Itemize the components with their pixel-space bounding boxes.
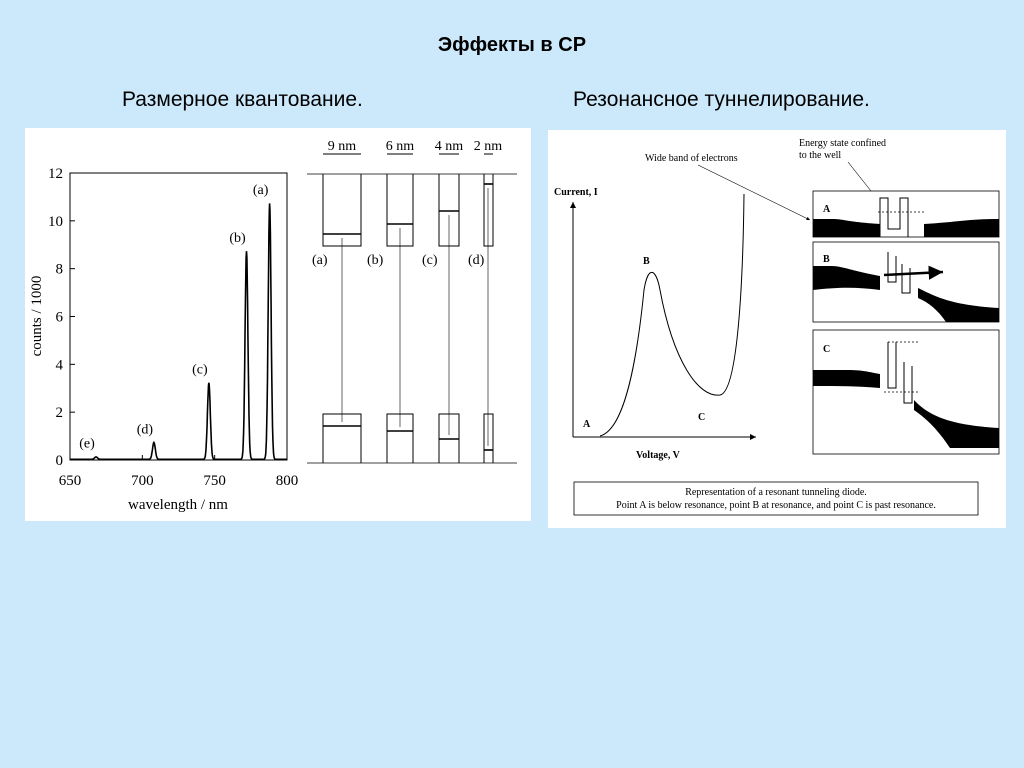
well-tag: (b) [367,253,384,268]
left-electron-sea [813,370,880,388]
right-electron-sea [918,288,999,322]
point-b-label: B [643,256,650,267]
caption-box [573,481,979,516]
x-tick-label: 700 [131,473,154,489]
y-tick-label: 4 [56,357,64,373]
right-subtitle: Резонансное туннелирование. [573,88,870,111]
well-width-label: 9 nm [328,139,357,154]
state-label: A [823,204,831,215]
quantization-figure: 650 700 750 800 0 2 4 6 8 10 12 (e) (d) (c) (b) (a) wa… [25,128,531,521]
well-tag: (c) [422,253,438,268]
tunneling-svg: Current, I Voltage, V A B C Wide band of… [554,138,1000,516]
well-c: 4 nm (c) [422,139,463,463]
tunneling-arrow [883,265,944,280]
peak-label: (e) [79,437,95,452]
conduction-well [322,174,362,247]
spectrum-line [70,203,287,461]
well-width-label: 6 nm [386,139,415,154]
y-tick-label: 0 [56,453,64,469]
barrier-1 [887,342,897,389]
energy-state-label-line2: to the well [799,150,841,161]
y-tick-label: 10 [48,214,63,230]
well-a: 9 nm (a) [312,139,362,463]
quantization-svg: 650 700 750 800 0 2 4 6 8 10 12 (e) (d) (c) (b) (a) wa… [29,139,517,513]
barrier-2 [901,264,911,294]
double-barrier [879,197,909,237]
state-label: C [823,344,830,355]
spectrum-ticks: 650 700 750 800 0 2 4 6 8 10 12 [48,166,298,489]
y-tick-label: 2 [56,405,64,421]
tunneling-figure: Current, I Voltage, V A B C Wide band of… [548,130,1006,528]
x-tick-label: 650 [59,473,82,489]
wide-band-pointer [697,164,811,221]
caption-line-2: Point A is below resonance, point B at r… [616,500,936,511]
peak-label: (b) [229,231,246,246]
y-tick-label: 8 [56,262,64,278]
band-diagram-a: A [812,190,1000,238]
quantum-wells-diagram: 9 nm (a) 6 nm (b) [307,139,517,464]
x-tick-label: 750 [203,473,226,489]
well-b: 6 nm (b) [367,139,414,463]
band-diagram-b: B [812,241,1000,323]
left-electron-sea [813,266,880,290]
peak-label: (a) [253,183,269,198]
wide-band-label: Wide band of electrons [645,153,738,164]
spectrum-ylabel: counts / 1000 [29,276,45,357]
well-tag: (d) [468,253,485,268]
spectrum-xlabel: wavelength / nm [128,497,228,513]
spectrum-frame [69,172,288,461]
left-subtitle: Размерное квантование. [122,88,363,111]
spectrum-chart: 650 700 750 800 0 2 4 6 8 10 12 (e) (d) (c) (b) (a) wa… [29,166,298,513]
y-tick-label: 6 [56,310,64,326]
barrier-1 [887,252,897,283]
iv-curve-chart: Current, I Voltage, V A B C [554,187,756,461]
band-diagram-c: C [812,329,1000,455]
left-electron-sea [813,219,880,237]
valence-well [483,413,494,463]
right-electron-sea [914,400,999,448]
point-a-label: A [583,419,591,430]
conduction-well [483,174,494,247]
y-tick-label: 12 [48,166,63,182]
iv-curve [599,193,745,437]
barrier-2 [903,362,913,404]
peak-label: (c) [192,362,208,377]
current-axis-label: Current, I [554,187,598,198]
voltage-axis-label: Voltage, V [636,450,681,461]
slide-title: Эффекты в СР [437,34,587,56]
x-tick-label: 800 [276,473,299,489]
well-d: 2 nm (d) [468,139,502,463]
well-width-label: 2 nm [474,139,503,154]
peak-label: (d) [137,422,154,437]
well-tag: (a) [312,253,328,268]
peak-labels: (e) (d) (c) (b) (a) [79,183,268,452]
point-c-label: C [698,412,705,423]
caption-line-1: Representation of a resonant tunneling d… [685,487,867,498]
right-electron-sea [924,219,999,237]
state-label: B [823,254,830,265]
well-width-label: 4 nm [435,139,464,154]
energy-state-label-line1: Energy state confined [799,138,886,149]
